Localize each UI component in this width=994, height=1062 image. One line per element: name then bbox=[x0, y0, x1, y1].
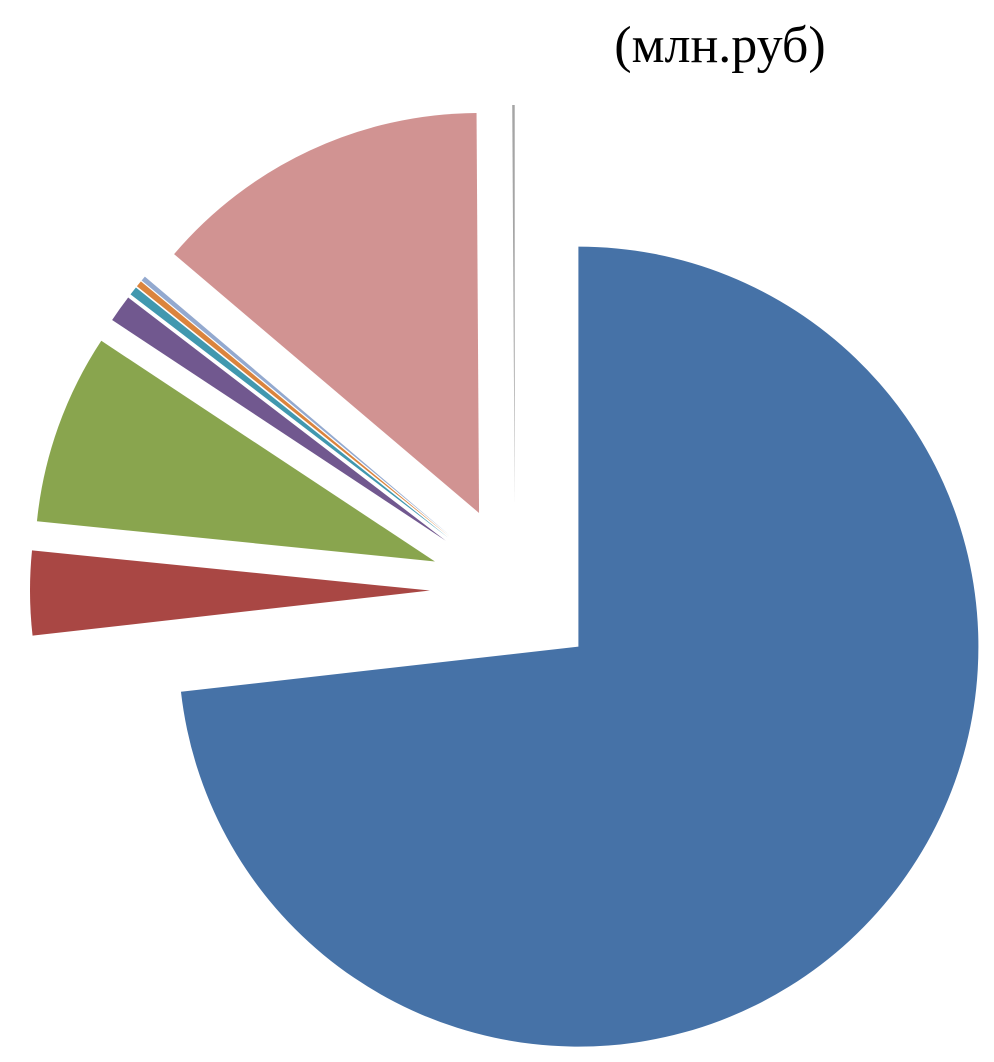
chart-title: (млн.руб) bbox=[614, 17, 826, 74]
pie-slices bbox=[30, 105, 979, 1047]
pie-slice-2 bbox=[30, 550, 431, 636]
pie-slice-7 bbox=[141, 276, 450, 536]
pie-slice-8 bbox=[174, 112, 480, 513]
pie-slice-9 bbox=[512, 105, 515, 505]
pie-slice-4 bbox=[112, 297, 446, 541]
pie-slice-1 bbox=[180, 246, 979, 1047]
pie-slice-6 bbox=[136, 281, 450, 537]
pie-slice-5 bbox=[130, 287, 449, 538]
pie-slice-3 bbox=[36, 340, 435, 562]
